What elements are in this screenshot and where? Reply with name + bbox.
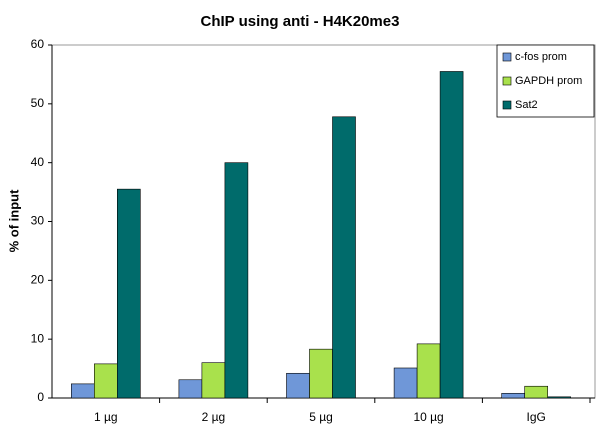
x-tick-label: 5 µg bbox=[309, 410, 333, 424]
legend-box bbox=[496, 44, 595, 118]
legend-swatch bbox=[502, 52, 512, 62]
legend-swatch bbox=[502, 76, 512, 86]
bar bbox=[94, 363, 118, 399]
y-tick-label: 20 bbox=[31, 273, 45, 287]
legend-swatch bbox=[502, 100, 512, 110]
bar bbox=[416, 343, 441, 399]
bar bbox=[286, 372, 310, 399]
bar bbox=[224, 162, 249, 399]
x-tick-label: 10 µg bbox=[413, 410, 443, 424]
bar bbox=[501, 392, 526, 399]
bar bbox=[393, 367, 418, 399]
bar bbox=[439, 71, 464, 399]
x-tick-label: IgG bbox=[527, 410, 546, 424]
y-tick-label: 40 bbox=[31, 155, 45, 169]
x-tick-label: 2 µg bbox=[202, 410, 226, 424]
legend-label: GAPDH prom bbox=[515, 75, 582, 87]
y-tick-label: 30 bbox=[31, 214, 45, 228]
legend-label: c-fos prom bbox=[515, 51, 567, 63]
bar bbox=[178, 379, 203, 399]
chart-title: ChIP using anti - H4K20me3 bbox=[201, 13, 400, 30]
y-tick-label: 50 bbox=[31, 96, 45, 110]
y-tick-label: 60 bbox=[31, 37, 45, 51]
x-tick-label: 1 µg bbox=[94, 410, 118, 424]
bar bbox=[547, 396, 572, 399]
legend-label: Sat2 bbox=[515, 99, 538, 111]
y-axis-label: % of input bbox=[6, 189, 21, 252]
bar bbox=[201, 362, 226, 399]
bar bbox=[71, 383, 95, 399]
bar bbox=[524, 385, 549, 399]
bar bbox=[117, 188, 141, 399]
bar bbox=[309, 348, 333, 399]
bar bbox=[332, 116, 356, 399]
y-tick-label: 10 bbox=[31, 331, 45, 345]
y-tick-label: 0 bbox=[37, 390, 44, 404]
